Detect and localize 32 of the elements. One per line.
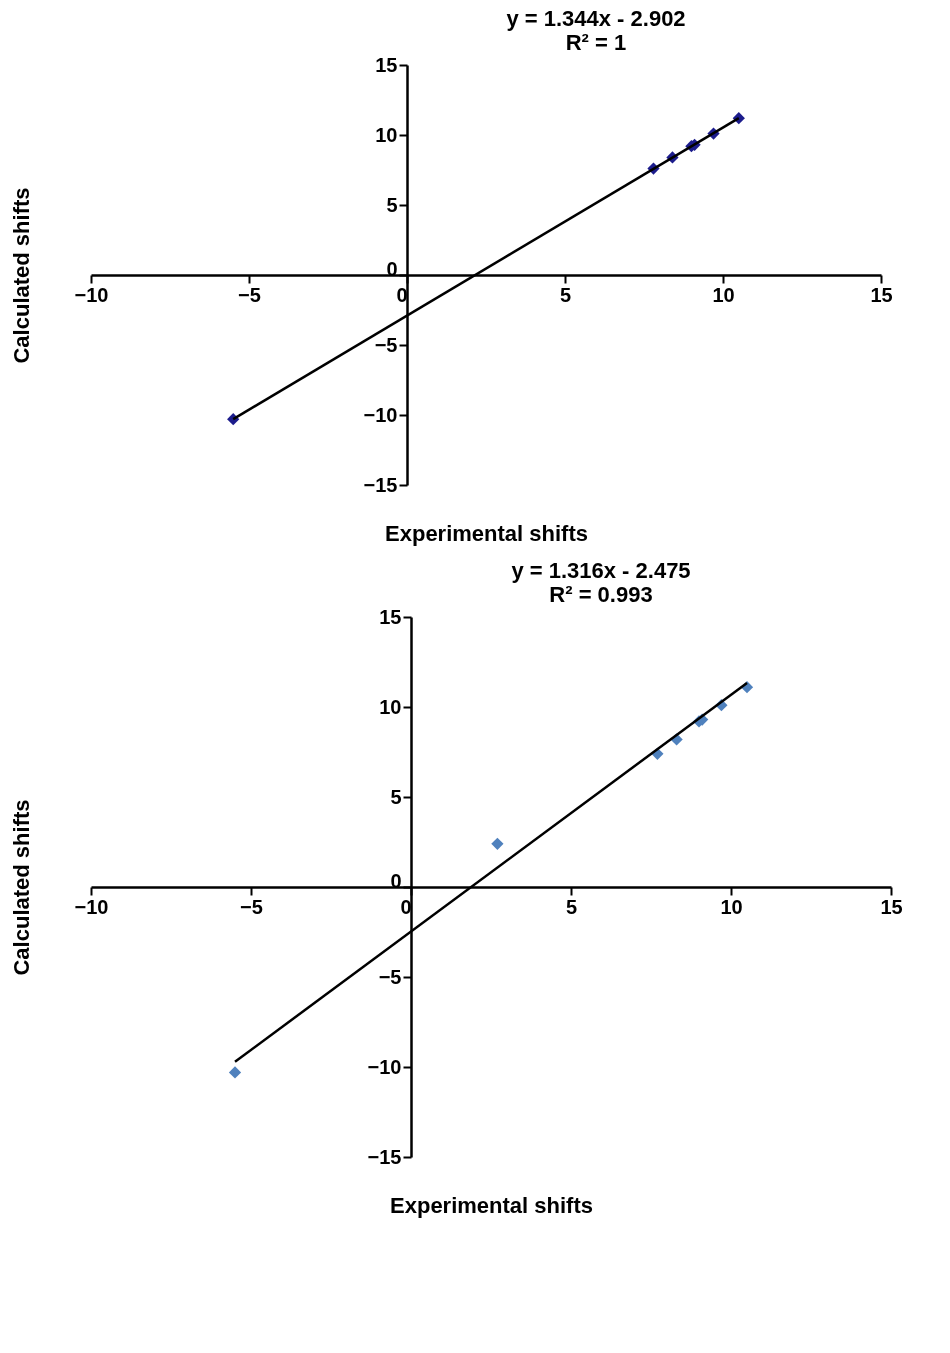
y-tick-label: −10 <box>367 1055 402 1078</box>
y-tick-label: 15 <box>375 53 398 76</box>
x-tick-label: −10 <box>74 283 109 306</box>
x-tick-label: 15 <box>870 283 893 306</box>
x-tick-label: 10 <box>712 283 735 306</box>
y-tick-label: 5 <box>390 785 402 808</box>
y-tick-label: 15 <box>379 605 402 628</box>
y-tick-label: −15 <box>363 473 398 496</box>
y-axis-title: Calculated shifts <box>8 799 34 976</box>
text: R² = 1 <box>565 30 627 55</box>
y-tick-label: −15 <box>367 1145 402 1168</box>
y-tick-label: 10 <box>375 123 398 146</box>
y-tick-label: 5 <box>386 193 398 216</box>
x-tick-label: 10 <box>720 895 743 918</box>
x-axis-title: Experimental shifts <box>390 1192 593 1218</box>
x-tick-label: 5 <box>559 283 572 306</box>
text: y = 1.316x - 2.475 <box>511 558 691 583</box>
point <box>491 837 504 850</box>
y-tick-label: −5 <box>374 333 398 356</box>
point <box>228 1066 242 1079</box>
y-tick-label: 10 <box>379 695 402 718</box>
x-axis-title: Experimental shifts <box>385 520 588 546</box>
x-tick-label: 15 <box>880 895 903 918</box>
text: y = 1.344x - 2.902 <box>506 6 686 31</box>
y-axis-title: Calculated shifts <box>8 187 34 364</box>
x-tick-label: −5 <box>240 895 263 918</box>
text: R² = 0.993 <box>549 582 653 607</box>
x-tick-label: −10 <box>74 895 109 918</box>
x-tick-label: 5 <box>565 895 578 918</box>
y-tick-label: −10 <box>363 403 398 426</box>
y-tick-label: −5 <box>378 965 402 988</box>
x-tick-label: −5 <box>238 283 261 306</box>
